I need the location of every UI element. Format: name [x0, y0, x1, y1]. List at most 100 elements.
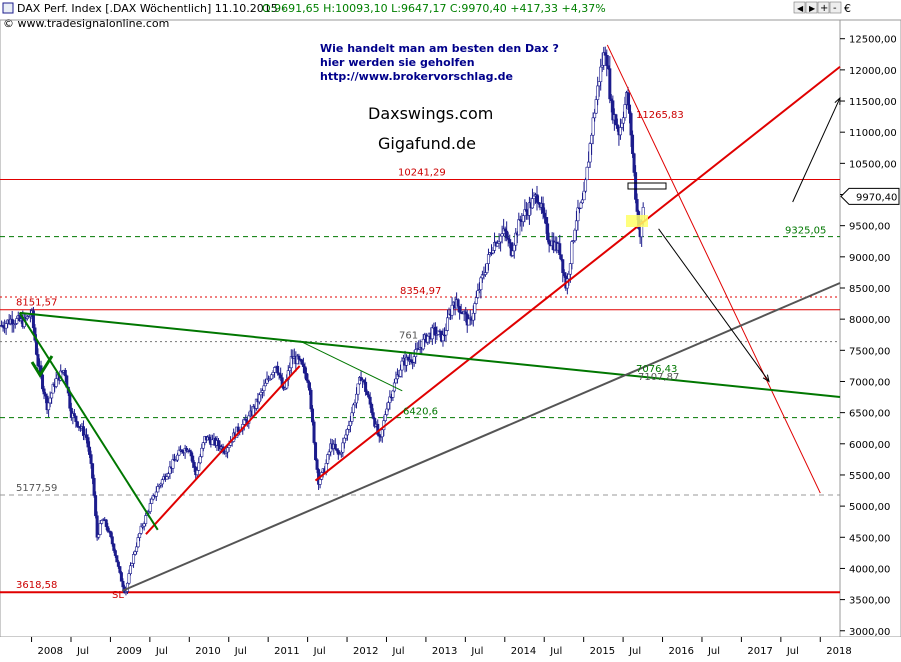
candle-body-384 [582, 190, 586, 201]
candle-body-357 [541, 203, 545, 214]
candle-body-199 [301, 363, 305, 367]
y-tick-label-18: 12000,00 [849, 66, 897, 77]
chart-title: DAX Perf. Index [.DAX Wöchentlich] 11.10… [17, 2, 285, 15]
candle-body-333 [505, 230, 509, 239]
promo-link[interactable]: http://www.brokervorschlag.de [320, 70, 513, 83]
promo-annotation: Wie handelt man am besten den Dax ? hier… [320, 42, 559, 83]
candle-body-320 [485, 263, 489, 273]
candle-body-80 [121, 580, 125, 588]
candle-body-171 [259, 391, 263, 396]
black-top-arrow [792, 97, 841, 203]
red-falling-line-2015 [606, 44, 821, 494]
candle-body-338 [512, 244, 516, 252]
candle-body-75 [113, 550, 117, 556]
candle-body-113 [171, 459, 175, 469]
candle-body-369 [559, 254, 563, 260]
candle-body-359 [544, 217, 548, 225]
x-tick-label-14: 2015 [590, 646, 615, 657]
candle-body-109 [165, 476, 169, 480]
y-tick-label-16: 11000,00 [849, 128, 897, 139]
candle-body-376 [570, 241, 574, 264]
candle-body-139 [210, 439, 214, 445]
checkmark-icon [30, 355, 54, 378]
y-tick-label-13: 9500,00 [849, 222, 890, 233]
black-top-arrow-head [834, 96, 841, 105]
candle-body-69 [104, 519, 108, 527]
grey-long-trendline [121, 282, 841, 592]
candle-body-413 [626, 92, 630, 106]
candle-body-398 [603, 52, 607, 56]
zoom-out-button[interactable] [829, 1, 842, 14]
candle-body-311 [471, 312, 475, 321]
candle-body-270 [409, 359, 413, 363]
candle-body-253 [383, 414, 387, 421]
y-tick-label-10: 8000,00 [849, 315, 890, 326]
candle-body-390 [591, 117, 595, 136]
candle-body-374 [567, 273, 571, 280]
candle-body-286 [433, 326, 437, 336]
candle-body-321 [486, 254, 490, 264]
candle-body-91 [138, 533, 142, 538]
candle-body-329 [499, 235, 503, 243]
x-tick-label-9: Jul [391, 646, 404, 657]
candle-body-170 [257, 394, 261, 403]
candle-body-378 [573, 229, 577, 241]
candle-body-410 [621, 117, 625, 124]
candle-body-149 [226, 447, 230, 453]
candle-body-127 [192, 462, 196, 468]
candle-body-242 [367, 394, 371, 398]
candle-body-382 [579, 202, 583, 209]
candle-body-220 [333, 443, 337, 449]
x-tick-label-10: 2013 [432, 646, 457, 657]
candle-body-419 [635, 199, 639, 212]
candle-body-227 [344, 434, 348, 439]
candle-body-294 [446, 317, 450, 331]
candle-body-70 [106, 526, 110, 532]
candle-body-59 [89, 454, 93, 464]
candle-body-308 [467, 318, 471, 326]
x-tick-label-11: Jul [470, 646, 483, 657]
candle-body-7 [10, 318, 14, 325]
candle-body-143 [216, 440, 220, 447]
candle-body-400 [606, 65, 610, 69]
scroll-right-button[interactable] [805, 1, 818, 14]
x-tick-label-4: 2010 [195, 646, 220, 657]
candle-body-416 [631, 134, 635, 154]
level-label-5177: 5177,59 [16, 483, 57, 494]
scroll-left-icon: ◀ [797, 4, 804, 13]
candle-body-133 [201, 442, 205, 449]
x-tick-label-8: 2012 [353, 646, 378, 657]
last-price-tag-shape [840, 187, 900, 205]
black-forecast-arrow-head [762, 374, 770, 383]
x-tick-label-1: Jul [76, 646, 89, 657]
candle-body-314 [476, 290, 480, 298]
x-tick-label-18: 2017 [747, 646, 772, 657]
toggle-icon[interactable] [2, 2, 14, 14]
candle-body-392 [594, 99, 598, 114]
candle-body-249 [377, 434, 381, 437]
candle-body-57 [86, 437, 90, 448]
level-labels: 11265,83 10241,29 9325,05 8354,97 8151,5… [16, 110, 826, 601]
support-highlight-box [626, 215, 648, 227]
x-tick-label-16: 2016 [669, 646, 694, 657]
candle-body-200 [303, 366, 307, 374]
level-label-11265: 11265,83 [636, 110, 684, 121]
candle-body-358 [543, 212, 547, 218]
zoom-in-button[interactable] [817, 1, 830, 14]
green-falling-line-2008 [18, 312, 159, 531]
candle-body-102 [154, 491, 158, 497]
candle-body-117 [177, 449, 181, 456]
candle-body-327 [496, 243, 500, 247]
ohlc-readout: O:9691,65 H:10093,10 L:9647,17 C:9970,40… [262, 2, 606, 15]
candle-body-150 [227, 445, 231, 448]
red-rising-trendline [314, 65, 841, 482]
time-axis-area [0, 637, 901, 658]
scroll-left-button[interactable] [793, 1, 806, 14]
candle-body-278 [421, 338, 425, 350]
candle-body-263 [398, 369, 402, 377]
candle-body-301 [456, 299, 460, 307]
candle-body-387 [587, 161, 591, 168]
candle-body-210 [318, 479, 322, 485]
candle-body-216 [327, 451, 331, 455]
x-tick-label-15: Jul [628, 646, 641, 657]
